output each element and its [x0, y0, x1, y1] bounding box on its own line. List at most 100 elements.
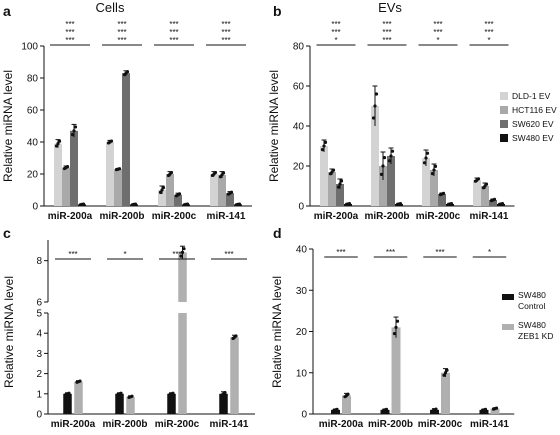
bar: [178, 313, 187, 414]
significance-marker: ***: [435, 248, 444, 257]
data-point: [78, 379, 82, 383]
y-axis-label: Relative miRNA level: [270, 276, 284, 388]
y-tick-label: 20: [293, 162, 305, 173]
y-tick-label: 0: [298, 202, 304, 213]
data-point: [237, 202, 242, 206]
bar: [210, 174, 218, 206]
data-point: [336, 185, 341, 189]
data-point: [177, 192, 182, 196]
significance-marker: ***: [117, 36, 126, 45]
data-point: [384, 407, 389, 411]
data-point: [169, 170, 174, 175]
y-tick-label: 20: [296, 327, 308, 338]
panel-letter-b: b: [273, 3, 282, 19]
data-point: [500, 202, 505, 206]
data-point: [382, 156, 387, 160]
data-point: [424, 156, 428, 160]
y-tick-label: 4: [36, 329, 42, 340]
data-point: [213, 170, 218, 175]
significance-marker: ***: [336, 248, 345, 257]
y-tick-label: 40: [27, 138, 39, 149]
data-point: [158, 190, 163, 194]
bar: [489, 200, 497, 206]
x-tick-label: miR-200c: [418, 419, 463, 430]
data-point: [185, 202, 190, 206]
legend-label: SW480: [518, 320, 546, 330]
data-point: [323, 140, 328, 144]
data-point: [56, 142, 60, 146]
legend-label: SW620 EV: [512, 119, 554, 129]
significance-marker: *: [334, 36, 337, 45]
significance-marker: ***: [484, 28, 493, 37]
x-tick-label: miR-141: [210, 419, 249, 430]
x-tick-label: miR-200b: [368, 419, 413, 430]
x-tick-label: miR-141: [470, 419, 509, 430]
bar: [122, 73, 130, 206]
data-point: [484, 182, 489, 186]
data-point: [434, 407, 438, 411]
data-point: [373, 104, 377, 108]
y-tick-label: 0: [36, 410, 42, 421]
bar: [167, 393, 176, 414]
data-point: [72, 129, 76, 133]
data-point: [180, 250, 185, 254]
data-point: [449, 202, 454, 206]
x-tick-label: miR-200a: [51, 419, 96, 430]
data-point: [57, 139, 62, 143]
bar: [226, 193, 234, 206]
data-point: [394, 325, 398, 329]
data-point: [441, 191, 446, 195]
panel-title-b: EVs: [378, 0, 402, 15]
data-point: [54, 144, 59, 148]
significance-marker: ***: [386, 248, 395, 257]
data-point: [395, 319, 400, 323]
data-point: [130, 394, 134, 398]
y-tick-label: 1: [36, 389, 42, 400]
x-tick-label: miR-200c: [416, 211, 461, 222]
significance-marker: ***: [224, 250, 233, 259]
x-tick-label: miR-141: [470, 211, 509, 222]
legend-swatch: [500, 120, 508, 128]
bar: [430, 409, 439, 414]
bar: [166, 174, 174, 206]
bar: [441, 372, 450, 414]
bar: [62, 167, 70, 206]
data-point: [160, 188, 164, 192]
data-point: [379, 172, 384, 176]
x-tick-label: miR-200b: [102, 419, 147, 430]
significance-marker: *: [436, 36, 439, 45]
x-tick-label: miR-141: [207, 211, 246, 222]
y-tick-label: 80: [293, 42, 305, 53]
data-point: [483, 407, 488, 411]
bar: [342, 395, 351, 414]
panel-title-a: Cells: [96, 0, 125, 15]
y-tick-label: 0: [32, 202, 38, 213]
bar: [230, 337, 239, 414]
x-tick-label: miR-200a: [314, 211, 359, 222]
data-point: [346, 392, 350, 396]
data-point: [492, 197, 497, 201]
data-point: [476, 177, 481, 181]
x-tick-label: miR-200a: [48, 211, 93, 222]
legend-label: ZEB1 KD: [518, 331, 553, 341]
bar: [336, 184, 344, 206]
significance-marker: ***: [68, 250, 77, 259]
bar: [481, 186, 489, 206]
data-point: [171, 391, 175, 395]
data-point: [389, 154, 393, 158]
data-point: [125, 70, 130, 74]
y-axis-label: Relative miRNA level: [2, 276, 16, 388]
data-point: [381, 164, 385, 168]
bar: [70, 130, 78, 206]
significance-marker: ***: [433, 20, 442, 29]
significance-marker: ***: [221, 36, 230, 45]
data-point: [133, 202, 138, 206]
data-point: [67, 391, 71, 395]
significance-marker: *: [123, 250, 126, 259]
data-point: [81, 202, 86, 206]
y-tick-label: 60: [27, 106, 39, 117]
bar: [391, 327, 401, 414]
panel-letter-c: c: [3, 225, 11, 241]
bar: [54, 143, 62, 206]
